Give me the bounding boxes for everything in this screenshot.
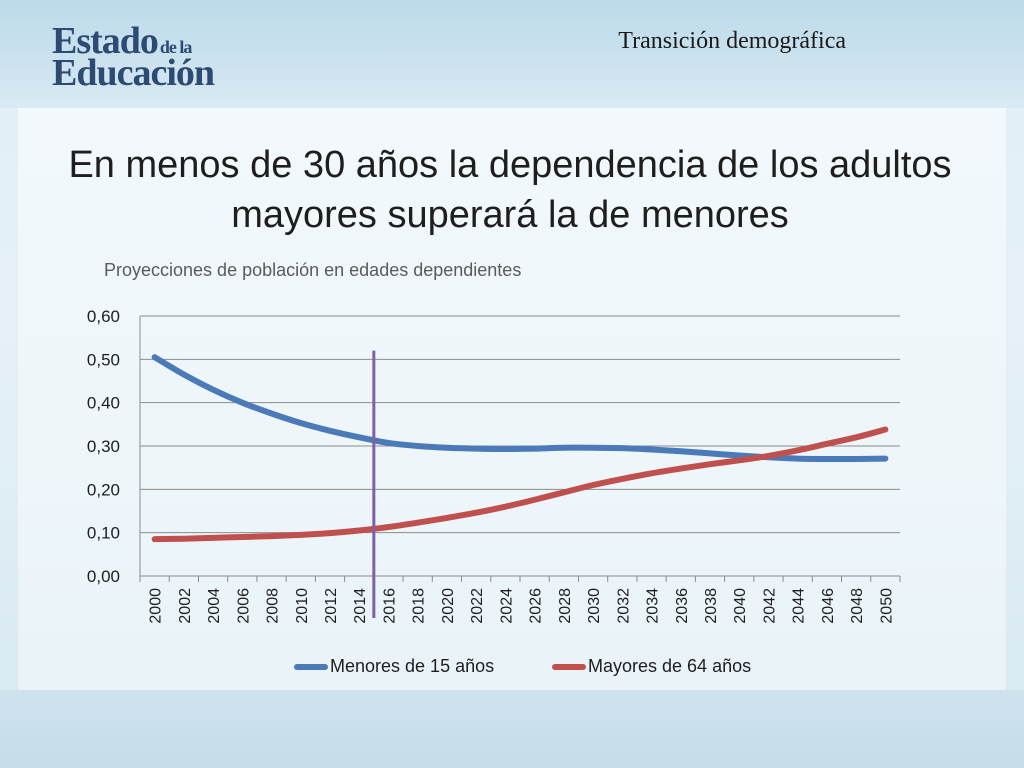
main-panel: [18, 108, 1006, 690]
logo: Estado de la Educación: [52, 20, 215, 94]
x-tick-label: 2012: [323, 588, 340, 624]
x-tick-label: 2002: [177, 588, 194, 624]
y-tick-label: 0,30: [87, 437, 120, 456]
series-line-1: [151, 354, 889, 463]
slide-title: En menos de 30 años la dependencia de lo…: [68, 144, 952, 236]
x-tick-label: 2024: [498, 588, 515, 624]
legend-item-series2: Mayores de 64 años: [552, 656, 751, 677]
x-tick-label: 2040: [732, 588, 749, 624]
x-tick-label: 2016: [381, 588, 398, 624]
bottom-band: [0, 690, 1024, 768]
y-tick-label: 0,60: [87, 307, 120, 326]
legend-swatch-series2: [552, 663, 586, 670]
x-tick-label: 2046: [820, 588, 837, 624]
x-tick-label: 2038: [703, 588, 720, 624]
legend-swatch-series1: [294, 663, 328, 670]
x-tick-label: 2050: [878, 588, 895, 624]
x-tick-label: 2022: [469, 588, 486, 624]
x-tick-label: 2000: [148, 588, 165, 624]
series-line-2: [151, 426, 889, 543]
x-tick-label: 2042: [761, 588, 778, 624]
x-tick-label: 2032: [615, 588, 632, 624]
y-tick-label: 0,00: [87, 567, 120, 586]
y-tick-label: 0,50: [87, 350, 120, 369]
x-tick-label: 2018: [411, 588, 428, 624]
x-tick-label: 2044: [791, 588, 808, 624]
logo-small: de la: [159, 37, 193, 57]
x-tick-label: 2008: [265, 588, 282, 624]
header-band: [0, 0, 1024, 108]
x-tick-label: 2034: [645, 588, 662, 624]
line-chart: 0,00 0,10 0,20 0,30 0,40 0,50 0,60 2000 2002 2004…: [87, 307, 901, 624]
legend-item-series1: Menores de 15 años: [294, 656, 494, 677]
x-tick-label: 2010: [294, 588, 311, 624]
x-tick-label: 2036: [674, 588, 691, 624]
x-tick-label: 2014: [352, 588, 369, 624]
y-tick-label: 0,10: [87, 524, 120, 543]
x-tick-label: 2026: [528, 588, 545, 624]
logo-line2: Educación: [52, 52, 215, 94]
y-tick-label: 0,20: [87, 480, 120, 499]
x-tick-label: 2006: [235, 588, 252, 624]
legend-label-series2: Mayores de 64 años: [588, 656, 752, 676]
x-tick-label: 2028: [557, 588, 574, 624]
legend-label-series1: Menores de 15 años: [330, 656, 495, 676]
logo-line1: Estado: [52, 20, 159, 62]
chart-title: Proyecciones de población en edades depe…: [104, 260, 522, 280]
x-tick-label: 2004: [206, 588, 223, 624]
x-tick-label: 2048: [849, 588, 866, 624]
section-title: Transición demográfica: [618, 28, 846, 54]
x-tick-label: 2020: [440, 588, 457, 624]
y-tick-label: 0,40: [87, 394, 120, 413]
x-tick-label: 2030: [586, 588, 603, 624]
